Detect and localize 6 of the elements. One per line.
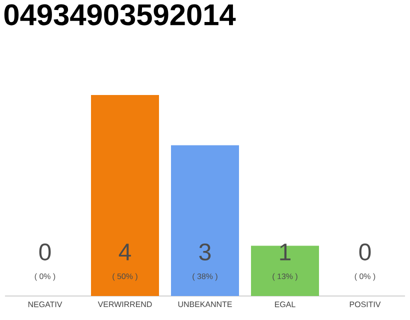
data-label: 3: [199, 244, 211, 260]
data-label: 1: [280, 244, 290, 260]
data-label: 4: [118, 244, 131, 260]
data-label: 0: [39, 244, 51, 260]
chart-title: 04934903592014: [4, 4, 236, 26]
data-label: 0: [359, 244, 371, 260]
